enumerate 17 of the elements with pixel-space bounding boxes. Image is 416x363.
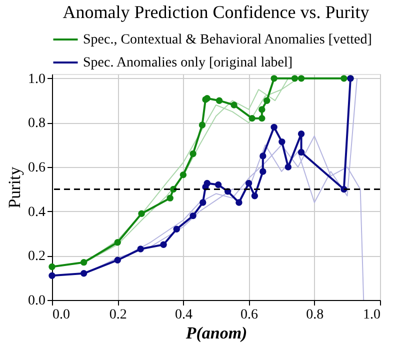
legend-label: Spec., Contextual & Behavioral Anomalies [vetted]	[83, 32, 372, 48]
y-tick-label: 0.4	[28, 204, 46, 220]
y-tick-label: 0.8	[28, 116, 46, 132]
x-tick-label: 1.0	[363, 308, 380, 322]
x-tick-label: 0.0	[52, 308, 70, 322]
y-tick-label: 1.0	[28, 72, 46, 87]
y-axis-title: Purity	[5, 166, 24, 208]
y-tick-label: 0.6	[28, 160, 46, 176]
legend-label: Spec. Anomalies only [original label]	[83, 56, 293, 70]
chart-title: Anomaly Prediction Confidence vs. Purity	[62, 2, 370, 22]
x-tick-label: 0.6	[240, 308, 258, 322]
x-axis-title: P(anom)	[184, 324, 248, 342]
y-tick-label: 0.2	[28, 249, 46, 264]
x-tick-label: 0.2	[109, 308, 127, 322]
y-tick-label: 0.0	[28, 294, 46, 308]
x-tick-label: 0.4	[174, 308, 192, 322]
x-tick-label: 0.8	[306, 308, 324, 322]
